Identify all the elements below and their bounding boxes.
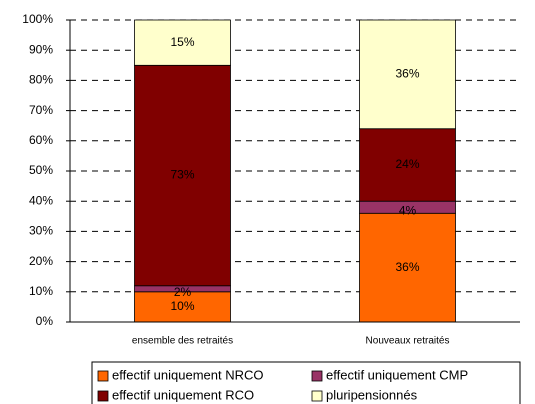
data-label: 2% xyxy=(174,285,192,299)
x-tick-label: Nouveaux retraités xyxy=(366,336,450,347)
y-tick-label: 50% xyxy=(29,163,53,177)
legend-label: effectif uniquement RCO xyxy=(112,387,254,402)
bar-segment xyxy=(134,19,231,66)
y-tick-label: 40% xyxy=(29,193,53,207)
data-label: 10% xyxy=(170,299,194,313)
legend-swatch xyxy=(311,390,323,402)
x-tick-label: ensemble des retraités xyxy=(132,336,233,347)
bar-segment xyxy=(134,64,231,287)
legend-swatch xyxy=(97,390,109,402)
data-label: 4% xyxy=(399,203,417,217)
data-label: 36% xyxy=(395,67,419,81)
legend-label: effectif uniquement NRCO xyxy=(112,367,264,382)
data-label: 24% xyxy=(395,157,419,171)
y-tick-label: 70% xyxy=(29,103,53,117)
y-tick-label: 60% xyxy=(29,133,53,147)
legend-label: effectif uniquement CMP xyxy=(326,367,468,382)
y-tick-label: 80% xyxy=(29,73,53,87)
y-tick-label: 20% xyxy=(29,254,53,268)
data-label: 73% xyxy=(170,168,194,182)
y-tick-label: 10% xyxy=(29,284,53,298)
data-label: 36% xyxy=(395,260,419,274)
legend-swatch xyxy=(97,370,109,382)
y-tick-label: 30% xyxy=(29,224,53,238)
y-tick-label: 90% xyxy=(29,42,53,56)
data-label: 15% xyxy=(170,35,194,49)
bar-segment xyxy=(359,19,456,130)
legend-box xyxy=(91,361,521,404)
legend-swatch xyxy=(311,370,323,382)
y-tick-label: 100% xyxy=(22,12,53,26)
legend-label: pluripensionnés xyxy=(326,387,418,402)
bar-segment xyxy=(359,212,456,323)
y-tick-label: 0% xyxy=(36,314,54,328)
bar-segment xyxy=(359,128,456,202)
